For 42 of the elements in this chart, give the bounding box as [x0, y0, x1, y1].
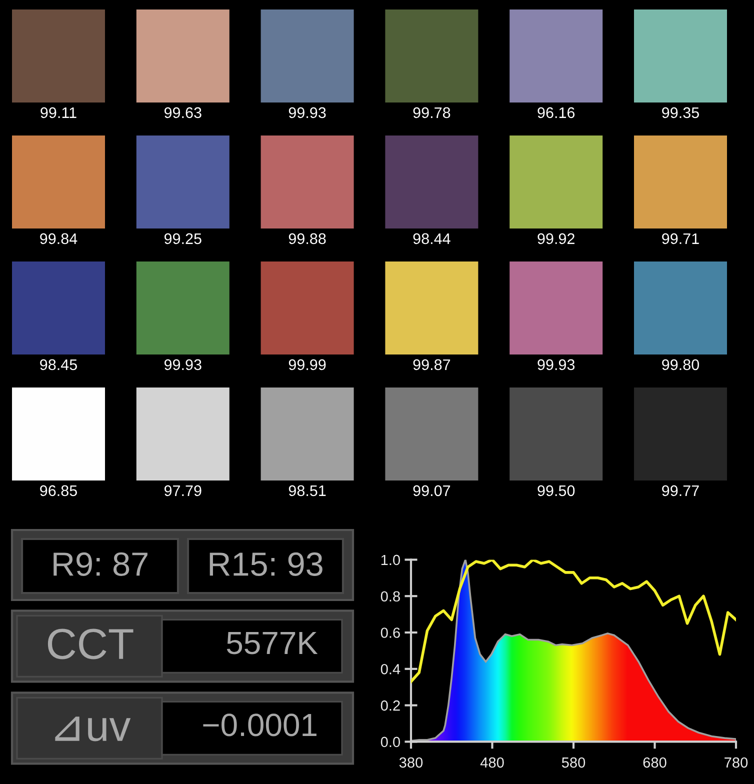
text: CCT [48, 628, 134, 660]
data-label: 99.84 [40, 233, 78, 244]
data-label: 99.93 [538, 359, 575, 370]
text: ⊿uv [55, 716, 131, 742]
x-tick-label: 780 [724, 757, 748, 768]
data-label: 98.45 [40, 359, 77, 370]
data-label: 99.93 [288, 107, 326, 118]
x-tick-label: 680 [643, 757, 666, 768]
data-label: 99.11 [40, 107, 76, 118]
y-tick-label: 0.0 [380, 736, 400, 748]
data-label: 99.99 [288, 359, 326, 370]
data-label: 99.92 [538, 233, 574, 244]
y-tick-label: 0.6 [380, 628, 400, 638]
text: R9: 87 [54, 552, 148, 576]
data-label: 99.25 [164, 233, 202, 244]
data-label: 99.35 [662, 107, 699, 118]
data-label: 97.79 [164, 485, 202, 496]
y-tick-label: 0.8 [380, 591, 400, 602]
data-label: 99.63 [164, 107, 202, 118]
x-tick-label: 580 [562, 757, 586, 768]
data-label: 99.88 [288, 233, 326, 244]
data-label: 99.87 [413, 359, 450, 370]
data-label: 99.93 [164, 359, 202, 370]
data-label: 99.80 [662, 359, 700, 370]
x-tick-label: 480 [480, 757, 504, 768]
y-tick-label: 0.4 [380, 664, 400, 674]
y-tick-label: 0.2 [380, 700, 400, 711]
data-label: 99.78 [413, 107, 450, 118]
data-label: 96.16 [538, 107, 575, 118]
data-label: 98.51 [288, 485, 326, 496]
text: R15: 93 [210, 552, 322, 576]
data-label: 98.44 [413, 233, 450, 244]
line-series [411, 560, 736, 684]
data-label: 99.77 [662, 485, 699, 496]
y-tick-label: 1.0 [381, 554, 400, 566]
x-tick-label: 380 [399, 757, 423, 768]
data-label: 99.71 [662, 233, 699, 244]
data-label: 96.85 [40, 485, 77, 496]
text: 5577K [226, 632, 318, 654]
data-label: 99.50 [538, 485, 575, 496]
text: −0.0001 [203, 714, 316, 736]
data-label: 99.07 [413, 485, 450, 496]
